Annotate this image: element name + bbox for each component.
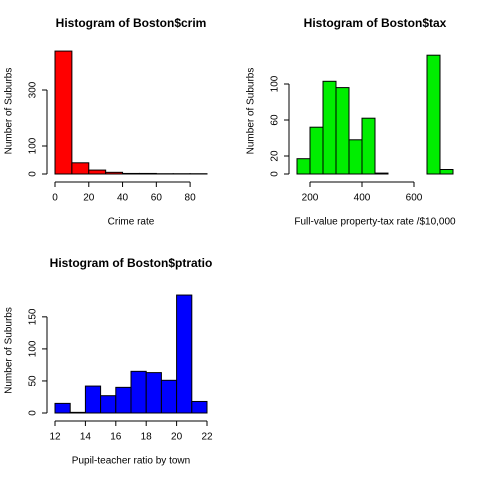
- x-tick-label: 20: [171, 432, 183, 443]
- y-tick-label: 20: [270, 150, 281, 162]
- histogram-bar: [176, 294, 193, 414]
- histogram-bar: [54, 402, 71, 414]
- x-tick-label: 20: [83, 193, 95, 204]
- x-axis-label: Crime rate: [108, 217, 155, 228]
- histogram-bar: [309, 126, 324, 175]
- histogram-bar: [361, 117, 376, 175]
- y-tick-label: 100: [270, 75, 281, 92]
- histogram-bar: [439, 169, 454, 175]
- histogram-bar: [122, 172, 140, 175]
- histogram-bar: [130, 370, 147, 414]
- x-tick-label: 600: [406, 193, 423, 204]
- x-axis-label: Pupil-teacher ratio by town: [72, 456, 190, 467]
- y-tick-label: 100: [28, 137, 39, 154]
- histogram-bar: [115, 386, 132, 414]
- histogram-bar: [71, 162, 90, 175]
- x-tick-label: 40: [117, 193, 129, 204]
- y-tick-label: 100: [28, 340, 39, 357]
- x-tick-label: 12: [49, 432, 61, 443]
- histogram-bar: [348, 139, 363, 175]
- histogram-bar: [160, 379, 178, 414]
- histogram-bar: [191, 400, 208, 414]
- y-axis-label: Number of Suburbs: [4, 307, 15, 394]
- histogram-bar: [426, 54, 441, 175]
- y-tick-label: 50: [28, 375, 39, 387]
- y-tick-label: 60: [270, 114, 281, 126]
- histogram-bar: [374, 172, 389, 175]
- y-tick-label: 0: [270, 171, 281, 177]
- y-axis-label: Number of Suburbs: [246, 68, 257, 155]
- x-tick-label: 14: [80, 432, 92, 443]
- histogram-bar: [145, 372, 162, 414]
- x-tick-label: 0: [52, 193, 58, 204]
- x-axis-label: Full-value property-tax rate /$10,000: [294, 217, 456, 228]
- histogram-bar: [84, 385, 102, 414]
- y-tick-label: 150: [28, 308, 39, 325]
- x-tick-label: 22: [201, 432, 213, 443]
- histogram-bar: [54, 50, 73, 175]
- chart-title: Histogram of Boston$ptratio: [50, 256, 213, 270]
- histogram-bar: [322, 80, 337, 175]
- histogram-bar: [105, 171, 124, 175]
- x-tick-label: 80: [185, 193, 197, 204]
- histogram-bar: [69, 411, 86, 414]
- chart-title: Histogram of Boston$crim: [56, 16, 207, 30]
- histogram-bar: [138, 172, 157, 175]
- y-tick-label: 0: [28, 171, 39, 177]
- x-tick-label: 400: [354, 193, 371, 204]
- histogram-bar: [335, 87, 350, 175]
- histogram-bar: [88, 169, 107, 175]
- y-tick-label: 0: [28, 410, 39, 416]
- histogram-bar: [100, 395, 117, 414]
- x-tick-label: 60: [151, 193, 163, 204]
- x-tick-label: 16: [110, 432, 122, 443]
- y-tick-label: 300: [28, 81, 39, 98]
- y-axis-label: Number of Suburbs: [4, 68, 15, 155]
- x-tick-label: 200: [302, 193, 319, 204]
- chart-title: Histogram of Boston$tax: [304, 16, 447, 30]
- x-tick-label: 18: [141, 432, 153, 443]
- histogram-bar: [296, 158, 311, 175]
